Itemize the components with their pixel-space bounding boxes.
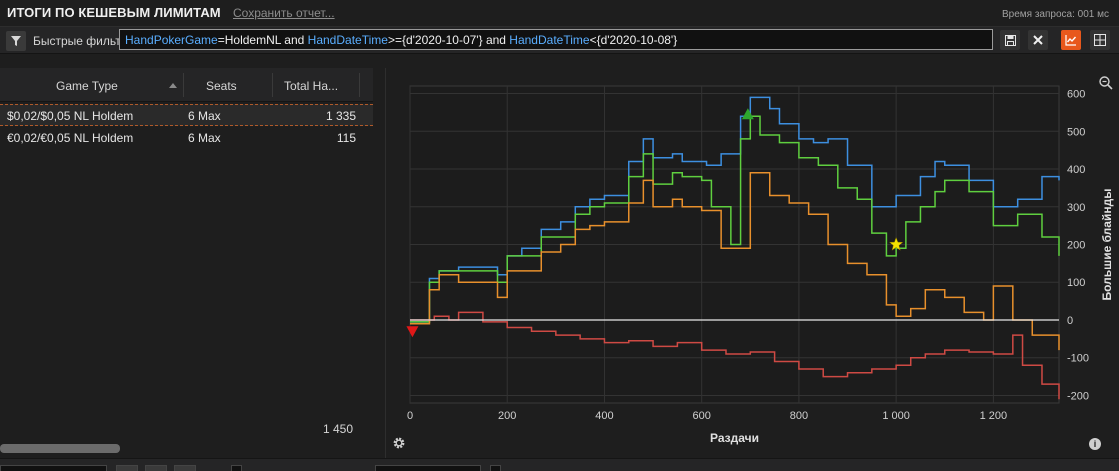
chart-panel: 600 500 400 300 200 100 0 -100 -200 0 200 400 600 800… bbox=[388, 68, 1119, 458]
x-axis-title: Раздачи bbox=[710, 431, 759, 445]
bottom-input[interactable] bbox=[0, 465, 107, 471]
zoom-icon[interactable] bbox=[1099, 76, 1113, 90]
bottom-checkbox[interactable] bbox=[231, 465, 242, 471]
cell-seats: 6 Max bbox=[188, 109, 221, 123]
series-line-2 bbox=[410, 172, 1060, 351]
bottom-input[interactable] bbox=[375, 465, 481, 471]
x-tick-label: 1 200 bbox=[980, 410, 1008, 422]
chart-icon[interactable] bbox=[1061, 30, 1081, 50]
save-report-link[interactable]: Сохранить отчет... bbox=[233, 6, 335, 20]
y-tick-label: 200 bbox=[1067, 240, 1085, 252]
filter-icon[interactable] bbox=[6, 31, 26, 51]
column-seats[interactable]: Seats bbox=[206, 79, 237, 93]
cell-total-hands: 115 bbox=[336, 131, 356, 145]
cell-seats: 6 Max bbox=[188, 131, 221, 145]
clear-icon[interactable] bbox=[1028, 30, 1048, 50]
layout-icon[interactable] bbox=[1090, 30, 1110, 50]
cell-game-type: $0,02/$0,05 NL Holdem bbox=[7, 109, 134, 123]
column-game-type[interactable]: Game Type bbox=[56, 79, 118, 93]
column-separator bbox=[359, 73, 360, 97]
filter-text-token: =HoldemNL and bbox=[217, 33, 308, 47]
table-row[interactable]: €0,02/€0,05 NL Holdem 6 Max 115 bbox=[0, 127, 373, 149]
y-tick-label: 100 bbox=[1067, 277, 1085, 289]
bottom-button[interactable] bbox=[174, 465, 196, 471]
y-tick-label: 300 bbox=[1067, 202, 1085, 214]
sort-asc-icon[interactable] bbox=[169, 83, 177, 88]
y-tick-label: 0 bbox=[1067, 315, 1073, 327]
series-line-0 bbox=[410, 96, 1060, 323]
series-line-1 bbox=[410, 115, 1060, 323]
filter-field-token: HandPokerGame bbox=[125, 33, 218, 47]
gear-icon[interactable] bbox=[392, 436, 406, 450]
x-tick-label: 1 000 bbox=[882, 410, 910, 422]
column-total-hands[interactable]: Total Ha... bbox=[284, 79, 339, 93]
filter-text-token: >={d'2020-10-07'} and bbox=[387, 33, 510, 47]
filter-field-token: HandDateTime bbox=[307, 33, 388, 47]
max-marker bbox=[741, 108, 754, 120]
x-tick-label: 200 bbox=[498, 410, 516, 422]
x-tick-label: 800 bbox=[790, 410, 808, 422]
y-tick-label: 400 bbox=[1067, 164, 1085, 176]
query-time: Время запроса: 001 мс bbox=[1001, 9, 1109, 20]
report-title: ИТОГИ ПО КЕШЕВЫМ ЛИМИТАМ bbox=[7, 5, 221, 20]
column-separator bbox=[272, 73, 273, 97]
quick-filter-bar: Быстрые фильт HandPokerGame=HoldemNL and… bbox=[0, 26, 1119, 54]
cell-game-type: €0,02/€0,05 NL Holdem bbox=[7, 131, 134, 145]
horizontal-scrollbar[interactable] bbox=[0, 444, 120, 453]
x-tick-label: 600 bbox=[693, 410, 711, 422]
cell-total-hands: 1 335 bbox=[325, 109, 356, 123]
star-marker bbox=[888, 236, 904, 251]
x-tick-label: 0 bbox=[407, 410, 413, 422]
y-tick-label: 500 bbox=[1067, 126, 1085, 138]
save-icon[interactable] bbox=[1000, 30, 1020, 50]
y-tick-label: -100 bbox=[1067, 353, 1089, 365]
min-marker bbox=[406, 326, 419, 338]
quick-filter-label: Быстрые фильт bbox=[33, 34, 121, 48]
bottom-button[interactable] bbox=[116, 465, 138, 471]
filter-text-token: <{d'2020-10-08'} bbox=[589, 33, 678, 47]
y-tick-label: -200 bbox=[1067, 390, 1089, 402]
total-hands: 1 450 bbox=[322, 422, 353, 436]
y-tick-label: 600 bbox=[1067, 89, 1085, 101]
stats-table: Game Type Seats Total Ha... $0,02/$0,05 … bbox=[0, 68, 373, 458]
title-bar: ИТОГИ ПО КЕШЕВЫМ ЛИМИТАМ Сохранить отчет… bbox=[0, 0, 1119, 26]
series-line-3 bbox=[410, 311, 1060, 400]
column-separator bbox=[183, 73, 184, 97]
bottom-checkbox[interactable] bbox=[490, 465, 501, 471]
quick-filter-input[interactable]: HandPokerGame=HoldemNL and HandDateTime>… bbox=[119, 29, 993, 50]
bottom-button[interactable] bbox=[145, 465, 167, 471]
info-icon[interactable]: i bbox=[1089, 438, 1101, 450]
x-tick-label: 400 bbox=[595, 410, 613, 422]
table-row[interactable]: $0,02/$0,05 NL Holdem 6 Max 1 335 bbox=[0, 104, 373, 126]
y-axis-title: Большие блайнды bbox=[1100, 189, 1114, 301]
winnings-chart: 600 500 400 300 200 100 0 -100 -200 0 200 400 600 800… bbox=[406, 85, 1114, 445]
table-header: Game Type Seats Total Ha... bbox=[0, 68, 373, 102]
bottom-toolbar bbox=[0, 458, 1119, 471]
filter-field-token: HandDateTime bbox=[509, 33, 590, 47]
panel-splitter[interactable] bbox=[385, 68, 386, 458]
